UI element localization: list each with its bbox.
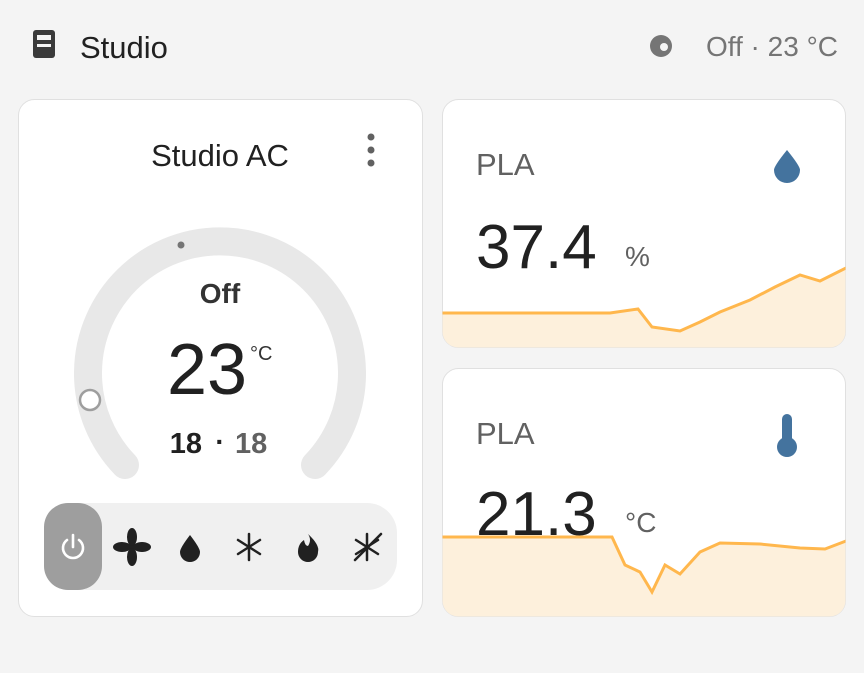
mode-heat-cool[interactable] <box>353 532 383 562</box>
sensor-unit: °C <box>625 507 656 538</box>
current-low: 18 <box>170 428 202 460</box>
dial-current-dot <box>177 241 185 249</box>
area-icon-detail <box>37 35 51 40</box>
more-menu[interactable] <box>367 133 375 167</box>
separator: · <box>215 426 224 457</box>
dial-handle[interactable] <box>78 388 102 412</box>
thermostat-name: Studio AC <box>151 138 289 173</box>
mode-heat[interactable] <box>298 534 319 562</box>
humidity-card[interactable]: PLA 37.4 % <box>442 99 846 349</box>
sensor-name: PLA <box>476 416 535 451</box>
temperature-card[interactable]: PLA 21.3 °C <box>442 368 846 618</box>
mode-fan[interactable] <box>113 528 151 566</box>
target-temperature: 23 <box>167 330 247 410</box>
sparkline <box>442 266 846 348</box>
area-title: Studio <box>80 30 168 65</box>
power-icon <box>61 533 85 560</box>
area-status: Off · 23 °C <box>706 31 838 62</box>
current-high: 18 <box>235 428 267 460</box>
sensor-value: 21.3 <box>476 480 597 549</box>
mode-dry[interactable] <box>180 535 200 562</box>
sensor-name: PLA <box>476 147 535 182</box>
humidity-icon <box>774 150 800 183</box>
thermostat-card[interactable]: Studio AC Off 23 °C 18 · 18 <box>18 99 423 617</box>
status-icon-detail <box>660 43 668 51</box>
mode-bar <box>44 503 397 590</box>
dial-track[interactable] <box>74 227 366 479</box>
area-icon-detail <box>37 44 51 47</box>
card <box>18 99 423 617</box>
hvac-state: Off <box>200 278 241 309</box>
sensor-unit: % <box>625 241 650 272</box>
temperature-icon <box>777 414 797 457</box>
sparkline <box>442 535 846 617</box>
sensor-value: 37.4 <box>476 213 597 282</box>
mode-cool[interactable] <box>236 532 262 562</box>
target-unit: °C <box>250 343 272 365</box>
area-header[interactable]: Studio Off · 23 °C <box>33 30 838 65</box>
